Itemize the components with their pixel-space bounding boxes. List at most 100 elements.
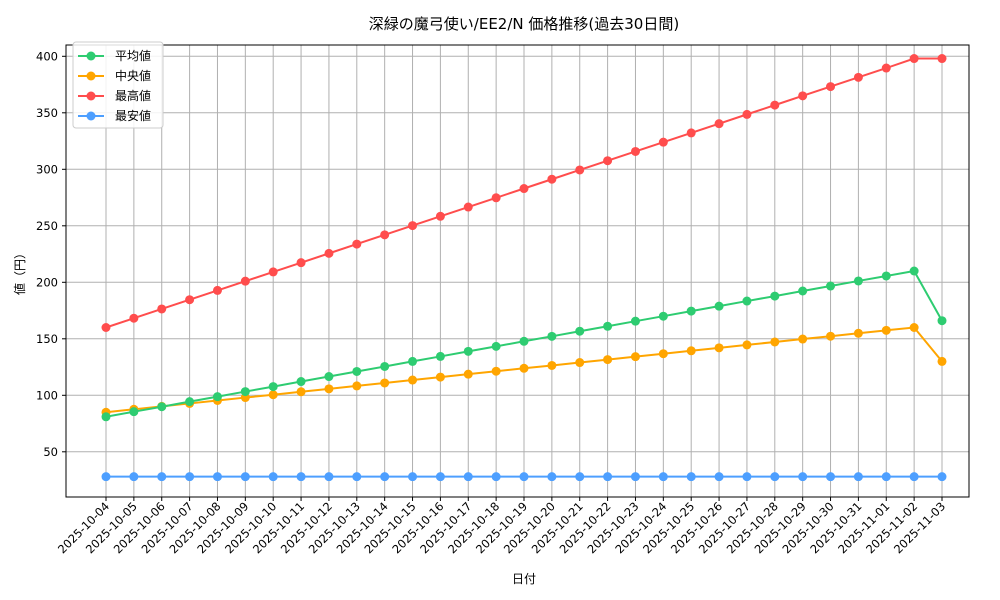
data-point — [268, 390, 278, 400]
data-point — [129, 407, 139, 417]
data-point — [352, 381, 362, 391]
legend-box — [72, 41, 164, 129]
data-point — [408, 356, 418, 366]
legend-label: 平均値 — [115, 48, 151, 63]
data-point — [324, 472, 334, 482]
data-point — [352, 472, 362, 482]
data-point — [463, 369, 473, 379]
legend-item: 最安値 — [78, 108, 151, 123]
grid-lines — [66, 45, 969, 497]
data-point — [881, 325, 891, 335]
data-point — [157, 472, 167, 482]
data-point — [491, 341, 501, 351]
y-tick-label: 350 — [36, 106, 58, 120]
data-point — [909, 266, 919, 276]
data-point — [101, 412, 111, 422]
data-point — [380, 361, 390, 371]
data-point — [658, 311, 668, 321]
data-point — [435, 351, 445, 361]
data-point — [380, 230, 390, 240]
data-point — [352, 239, 362, 249]
plot-frame — [65, 44, 970, 498]
data-point — [658, 472, 668, 482]
data-point — [380, 472, 390, 482]
data-point — [408, 221, 418, 231]
data-point — [212, 472, 222, 482]
data-point — [296, 472, 306, 482]
legend-label: 最安値 — [115, 108, 151, 123]
data-point — [742, 472, 752, 482]
data-point — [212, 392, 222, 402]
legend-marker-icon — [86, 91, 96, 101]
data-point — [742, 296, 752, 306]
x-axis-ticks: 2025-10-042025-10-052025-10-062025-10-07… — [55, 497, 948, 556]
legend-item: 平均値 — [78, 48, 151, 63]
data-point — [491, 472, 501, 482]
data-point — [603, 355, 613, 365]
data-point — [686, 472, 696, 482]
data-point — [324, 248, 334, 258]
data-point — [324, 372, 334, 382]
data-point — [909, 472, 919, 482]
data-point — [547, 472, 557, 482]
data-point — [547, 174, 557, 184]
data-point — [937, 54, 947, 64]
series-layer — [101, 54, 947, 482]
data-point — [881, 472, 891, 482]
data-point — [826, 281, 836, 291]
data-point — [853, 328, 863, 338]
series-0 — [101, 266, 947, 422]
data-point — [352, 366, 362, 376]
data-point — [519, 472, 529, 482]
data-point — [686, 306, 696, 316]
data-point — [240, 276, 250, 286]
data-point — [240, 387, 250, 397]
data-point — [909, 323, 919, 332]
data-point — [798, 91, 808, 101]
data-point — [770, 100, 780, 110]
data-point — [575, 358, 585, 368]
legend-marker-icon — [86, 71, 96, 81]
y-axis-label: 値（円） — [12, 247, 27, 295]
data-point — [463, 346, 473, 356]
legend-marker-icon — [86, 51, 96, 61]
chart-title: 深緑の魔弓使い/EE2/N 価格推移(過去30日間) — [369, 15, 679, 33]
data-point — [686, 128, 696, 138]
data-point — [826, 472, 836, 482]
data-point — [742, 109, 752, 119]
data-point — [881, 271, 891, 281]
data-point — [630, 352, 640, 362]
data-point — [268, 472, 278, 482]
data-point — [630, 146, 640, 156]
data-point — [658, 137, 668, 147]
y-tick-label: 100 — [36, 388, 58, 402]
x-axis-label: 日付 — [512, 572, 536, 586]
y-tick-label: 150 — [36, 332, 58, 346]
data-point — [575, 326, 585, 336]
data-point — [408, 375, 418, 385]
data-point — [603, 321, 613, 331]
data-point — [380, 378, 390, 388]
data-point — [575, 165, 585, 175]
data-point — [770, 337, 780, 347]
data-point — [157, 304, 167, 314]
y-tick-label: 250 — [36, 219, 58, 233]
data-point — [547, 360, 557, 370]
data-point — [435, 472, 445, 482]
data-point — [714, 343, 724, 353]
data-point — [714, 119, 724, 129]
data-point — [185, 472, 195, 482]
data-point — [519, 184, 529, 194]
legend-item: 中央値 — [78, 68, 151, 83]
data-point — [296, 258, 306, 268]
data-point — [129, 313, 139, 323]
y-axis-ticks: 50 100 150 200 250 300 350 400 — [36, 49, 66, 459]
data-point — [491, 366, 501, 376]
data-point — [798, 286, 808, 296]
data-point — [268, 267, 278, 277]
data-point — [770, 472, 780, 482]
data-point — [853, 72, 863, 82]
data-point — [630, 472, 640, 482]
data-point — [547, 331, 557, 341]
data-point — [575, 472, 585, 482]
